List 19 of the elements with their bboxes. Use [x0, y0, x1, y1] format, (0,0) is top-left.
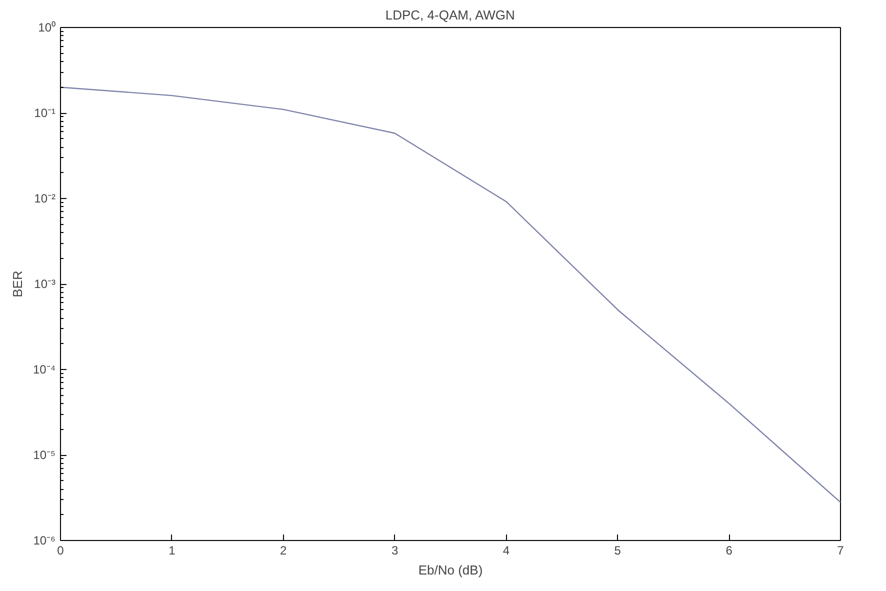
- x-tick-label: 1: [168, 544, 176, 558]
- x-tick-label: 4: [502, 544, 510, 558]
- y-tick-label: 10⁻²: [34, 192, 56, 206]
- x-tick-label: 6: [726, 544, 733, 558]
- y-tick-label: 10⁻¹: [34, 106, 56, 120]
- y-tick-label: 10⁻⁶: [33, 534, 56, 548]
- y-tick-label: 10⁻⁵: [33, 448, 56, 462]
- chart-title: LDPC, 4-QAM, AWGN: [385, 8, 515, 22]
- x-tick-label: 7: [837, 544, 844, 558]
- x-axis-title: Eb/No (dB): [418, 562, 483, 578]
- y-axis-title: BER: [10, 270, 25, 298]
- y-tick-label: 10⁰: [38, 20, 56, 34]
- x-tick-label: 3: [391, 544, 398, 558]
- x-tick-label: 5: [614, 544, 622, 558]
- y-tick-label: 10⁻⁴: [32, 362, 56, 376]
- line-series: [60, 86, 840, 503]
- x-tick-label: 0: [57, 544, 64, 558]
- y-tick-label: 10⁻³: [34, 277, 56, 291]
- x-tick-label: 2: [280, 544, 288, 558]
